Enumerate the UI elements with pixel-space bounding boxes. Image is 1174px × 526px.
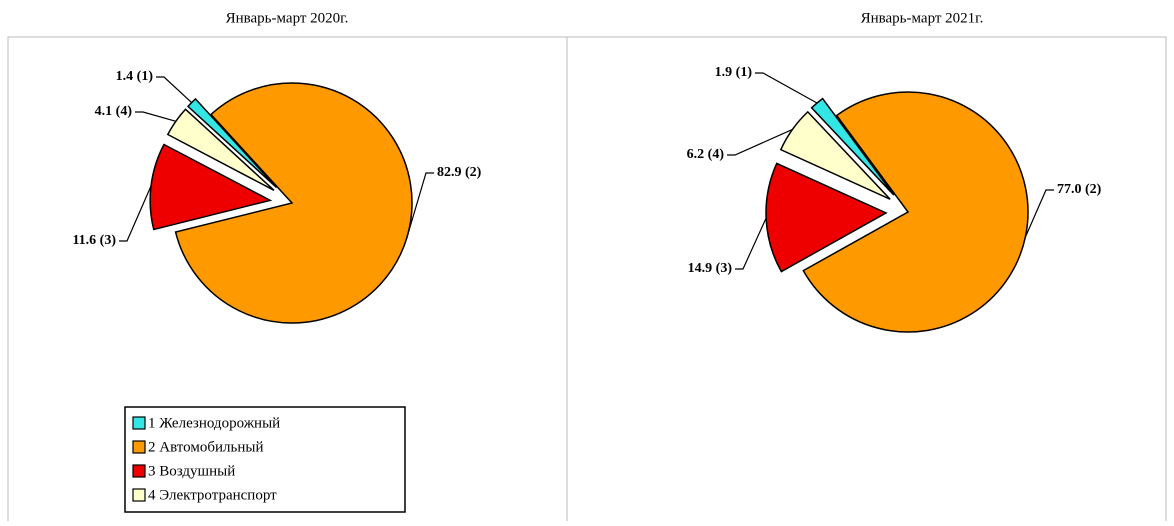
legend-label: 4 Электротранспорт: [148, 487, 277, 503]
data-label: 11.6 (3): [72, 233, 116, 248]
legend-swatch: [132, 416, 146, 430]
legend: [124, 406, 406, 513]
data-label: 4.1 (4): [95, 104, 133, 119]
data-label: 77.0 (2): [1057, 182, 1102, 197]
leader-line: [735, 217, 767, 270]
legend-swatch: [132, 464, 146, 478]
leader-line: [406, 172, 434, 238]
pie-slice: [810, 97, 895, 196]
data-label: 14.9 (3): [688, 261, 733, 276]
data-label: 1.9 (1): [715, 65, 753, 80]
legend-swatch: [132, 488, 146, 502]
leader-line: [135, 111, 177, 122]
legend-swatch: [132, 440, 146, 454]
pie-slice: [166, 108, 275, 192]
legend-label: 1 Железнодорожный: [148, 415, 280, 431]
legend-label: 2 Автомобильный: [148, 439, 263, 455]
data-label: 82.9 (2): [437, 165, 482, 180]
data-label: 1.4 (1): [116, 69, 154, 84]
pie-slice: [765, 162, 888, 273]
leader-line: [1024, 189, 1054, 238]
chart-title: Январь-март 2021г.: [861, 10, 984, 26]
data-label: 6.2 (4): [687, 147, 725, 162]
panel: [566, 36, 1167, 526]
leader-line: [755, 72, 818, 104]
legend-label: 3 Воздушный: [148, 463, 235, 479]
leader-line: [727, 128, 793, 156]
leader-line: [119, 185, 152, 242]
leader-line: [156, 76, 193, 103]
chart-title: Январь-март 2020г.: [226, 10, 349, 26]
